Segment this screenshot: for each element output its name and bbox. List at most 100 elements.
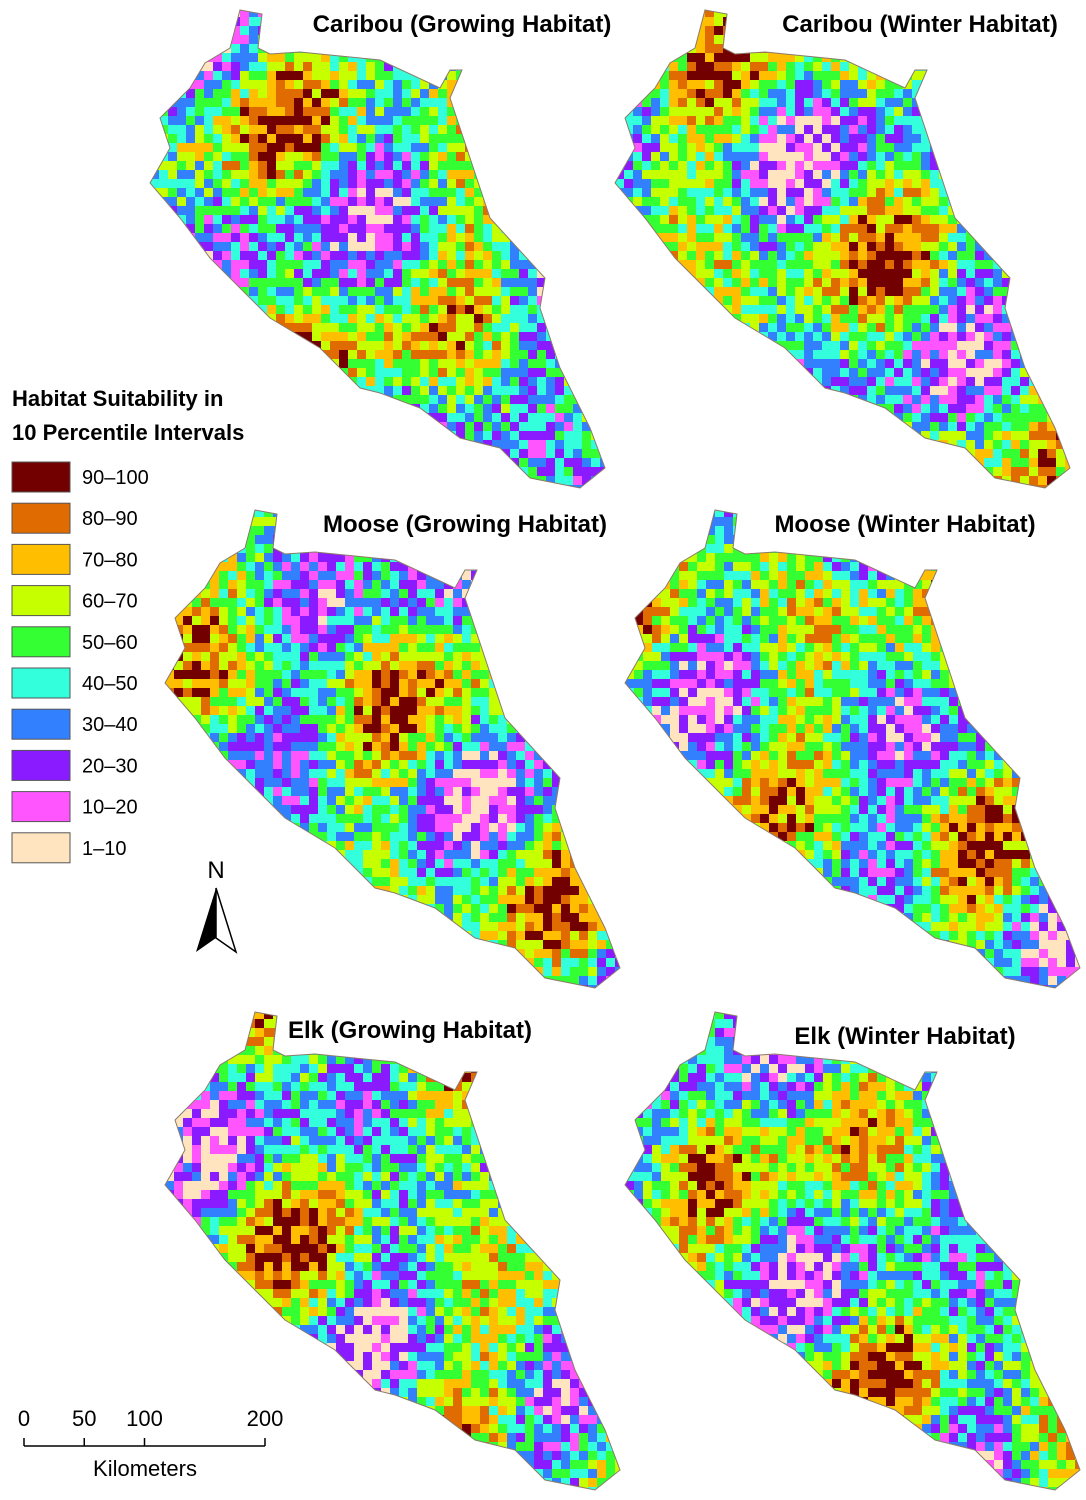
habitat-cell: [276, 107, 285, 116]
habitat-cell: [609, 305, 618, 314]
habitat-cell: [285, 98, 294, 107]
habitat-cell: [609, 485, 618, 494]
habitat-cell: [231, 143, 240, 152]
habitat-cell: [804, 125, 813, 134]
habitat-cell: [723, 89, 732, 98]
habitat-cell: [204, 368, 213, 377]
habitat-cell: [939, 242, 948, 251]
habitat-cell: [375, 179, 384, 188]
habitat-cell: [204, 8, 213, 17]
habitat-cell: [438, 134, 447, 143]
habitat-cell: [1011, 98, 1020, 107]
habitat-cell: [741, 26, 750, 35]
habitat-cell: [555, 458, 564, 467]
habitat-cell: [177, 458, 186, 467]
habitat-cell: [786, 269, 795, 278]
habitat-cell: [957, 377, 966, 386]
habitat-cell: [483, 350, 492, 359]
habitat-cell: [168, 80, 177, 89]
habitat-cell: [840, 305, 849, 314]
habitat-cell: [1029, 107, 1038, 116]
habitat-cell: [912, 161, 921, 170]
habitat-cell: [456, 197, 465, 206]
habitat-cell: [285, 395, 294, 404]
habitat-cell: [903, 44, 912, 53]
habitat-cell: [186, 323, 195, 332]
habitat-cell: [768, 26, 777, 35]
habitat-cell: [582, 485, 591, 494]
habitat-cell: [714, 305, 723, 314]
habitat-cell: [411, 161, 420, 170]
habitat-cell: [822, 188, 831, 197]
habitat-cell: [348, 332, 357, 341]
habitat-cell: [993, 116, 1002, 125]
habitat-cell: [831, 170, 840, 179]
habitat-cell: [975, 251, 984, 260]
habitat-cell: [366, 395, 375, 404]
habitat-cell: [546, 134, 555, 143]
habitat-cell: [795, 197, 804, 206]
habitat-cell: [447, 431, 456, 440]
habitat-cell: [1074, 341, 1083, 350]
habitat-cell: [420, 125, 429, 134]
habitat-cell: [912, 116, 921, 125]
habitat-cell: [474, 152, 483, 161]
habitat-cell: [642, 116, 651, 125]
habitat-cell: [939, 269, 948, 278]
habitat-cell: [750, 53, 759, 62]
habitat-cell: [948, 134, 957, 143]
habitat-cell: [348, 170, 357, 179]
habitat-cell: [537, 422, 546, 431]
habitat-cell: [678, 80, 687, 89]
habitat-cell: [723, 188, 732, 197]
habitat-cell: [804, 242, 813, 251]
habitat-cell: [696, 125, 705, 134]
habitat-cell: [1047, 368, 1056, 377]
habitat-cell: [600, 188, 609, 197]
habitat-cell: [660, 350, 669, 359]
habitat-cell: [213, 170, 222, 179]
habitat-cell: [948, 44, 957, 53]
habitat-cell: [831, 233, 840, 242]
habitat-cell: [1074, 35, 1083, 44]
habitat-cell: [546, 467, 555, 476]
habitat-cell: [939, 323, 948, 332]
habitat-cell: [528, 269, 537, 278]
habitat-cell: [975, 350, 984, 359]
habitat-cell: [231, 449, 240, 458]
habitat-cell: [375, 89, 384, 98]
habitat-cell: [1047, 260, 1056, 269]
habitat-cell: [474, 350, 483, 359]
habitat-cell: [213, 368, 222, 377]
habitat-cell: [366, 449, 375, 458]
habitat-cell: [777, 350, 786, 359]
habitat-cell: [204, 332, 213, 341]
habitat-cell: [393, 125, 402, 134]
habitat-cell: [966, 251, 975, 260]
habitat-cell: [492, 170, 501, 179]
habitat-cell: [813, 206, 822, 215]
habitat-cell: [537, 359, 546, 368]
habitat-cell: [159, 377, 168, 386]
habitat-cell: [366, 206, 375, 215]
habitat-cell: [348, 251, 357, 260]
habitat-cell: [966, 332, 975, 341]
habitat-cell: [948, 242, 957, 251]
habitat-cell: [231, 179, 240, 188]
habitat-cell: [573, 341, 582, 350]
habitat-cell: [948, 80, 957, 89]
habitat-cell: [741, 170, 750, 179]
habitat-cell: [150, 215, 159, 224]
habitat-cell: [591, 287, 600, 296]
habitat-cell: [159, 98, 168, 107]
habitat-cell: [555, 395, 564, 404]
habitat-cell: [222, 62, 231, 71]
habitat-cell: [465, 269, 474, 278]
habitat-cell: [903, 314, 912, 323]
habitat-cell: [633, 215, 642, 224]
habitat-cell: [993, 107, 1002, 116]
habitat-cell: [222, 332, 231, 341]
habitat-cell: [723, 134, 732, 143]
habitat-cell: [1074, 332, 1083, 341]
habitat-cell: [966, 323, 975, 332]
